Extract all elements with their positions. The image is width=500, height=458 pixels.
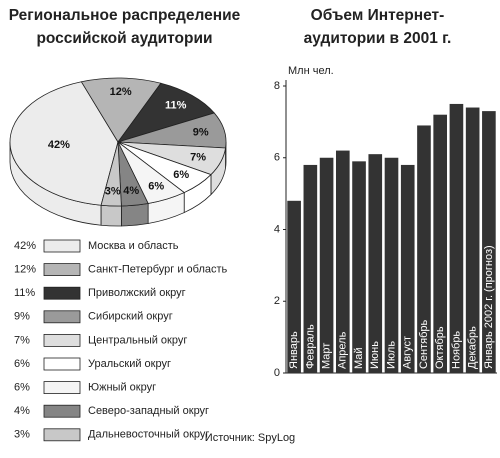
legend-swatch (43, 357, 81, 371)
x-tick-label: Апрель (337, 331, 349, 369)
bar (482, 111, 496, 374)
pie-label: 11% (165, 100, 187, 112)
legend-label: Санкт-Петербург и область (88, 264, 228, 276)
x-tick-label: Июль (385, 341, 397, 369)
legend-swatch (43, 310, 81, 324)
x-tick-label: Январь (288, 331, 300, 369)
y-tick-label: 8 (274, 80, 280, 92)
legend-value: 11% (14, 287, 35, 299)
pie-slice (9, 81, 119, 206)
legend-swatch (43, 286, 81, 300)
pie-label: 12% (110, 86, 132, 98)
pie-side (120, 202, 149, 227)
x-tick-label: Май (353, 347, 365, 369)
pie-label: 4% (123, 185, 139, 197)
x-tick-label: Январь 2002 г. (прогноз) (483, 245, 495, 369)
legend-value: 3% (14, 429, 30, 441)
pie-side (100, 204, 122, 227)
bar (433, 114, 448, 373)
pie-title: Региональное распределение российской ау… (8, 7, 241, 47)
pie-slice (100, 141, 122, 207)
bar (287, 200, 301, 373)
legend-swatch (43, 333, 81, 347)
legend-label: Уральский округ (88, 358, 171, 370)
legend-value: 6% (14, 382, 30, 394)
legend-value: 12% (14, 264, 36, 276)
pie-label: 42% (48, 139, 70, 151)
legend-swatch (43, 239, 81, 253)
x-tick-label: Март (320, 343, 332, 369)
x-tick-label: Октябрь (434, 326, 446, 369)
bar (384, 157, 399, 373)
legend-value: 7% (14, 334, 30, 346)
legend-swatch (43, 404, 81, 418)
bar (319, 157, 334, 373)
y-tick-label: 6 (274, 152, 280, 164)
bar (352, 161, 366, 373)
legend-value: 42% (14, 240, 36, 252)
x-tick-label: Ноябрь (450, 331, 462, 369)
legend-label: Дальневосточный округ (88, 429, 209, 441)
pie-label: 3% (105, 186, 121, 198)
pie-label: 6% (148, 180, 164, 192)
source-note: Источник: SpyLog (204, 432, 296, 444)
legend-label: Сибирский округ (88, 311, 173, 323)
y-tick-label: 0 (274, 367, 280, 379)
bar (449, 103, 464, 373)
legend-value: 9% (14, 311, 30, 323)
legend-label: Приволжский округ (88, 287, 186, 299)
x-tick-label: Февраль (304, 324, 316, 369)
bar (417, 125, 431, 374)
x-tick-label: Август (402, 336, 414, 369)
bar (465, 107, 480, 374)
legend-swatch (43, 428, 81, 442)
bar (335, 150, 350, 373)
pie-slice (116, 82, 215, 143)
bar (400, 164, 415, 373)
x-tick-label: Июнь (369, 341, 381, 369)
y-axis-label: Млн чел. (288, 65, 334, 77)
bar (303, 164, 318, 373)
pie-slice (80, 77, 162, 143)
x-tick-label: Декабрь (467, 326, 479, 369)
legend-swatch (43, 381, 81, 395)
y-tick-label: 4 (274, 223, 280, 235)
bar (368, 154, 383, 373)
legend-value: 4% (14, 405, 30, 417)
x-tick-label: Сентябрь (418, 319, 430, 369)
legend-label: Северо-западный округ (88, 405, 209, 417)
pie-label: 6% (173, 169, 189, 181)
legend-label: Москва и область (88, 240, 179, 252)
pie-label: 9% (193, 127, 209, 139)
legend-label: Южный округ (88, 382, 156, 394)
legend-swatch (43, 263, 81, 277)
legend-value: 6% (14, 358, 30, 370)
y-tick-label: 2 (274, 295, 280, 307)
legend-label: Центральный округ (88, 334, 187, 346)
pie-label: 7% (190, 151, 206, 163)
bar-title: Объем Интернет-аудитории в 2001 г. (303, 7, 452, 47)
